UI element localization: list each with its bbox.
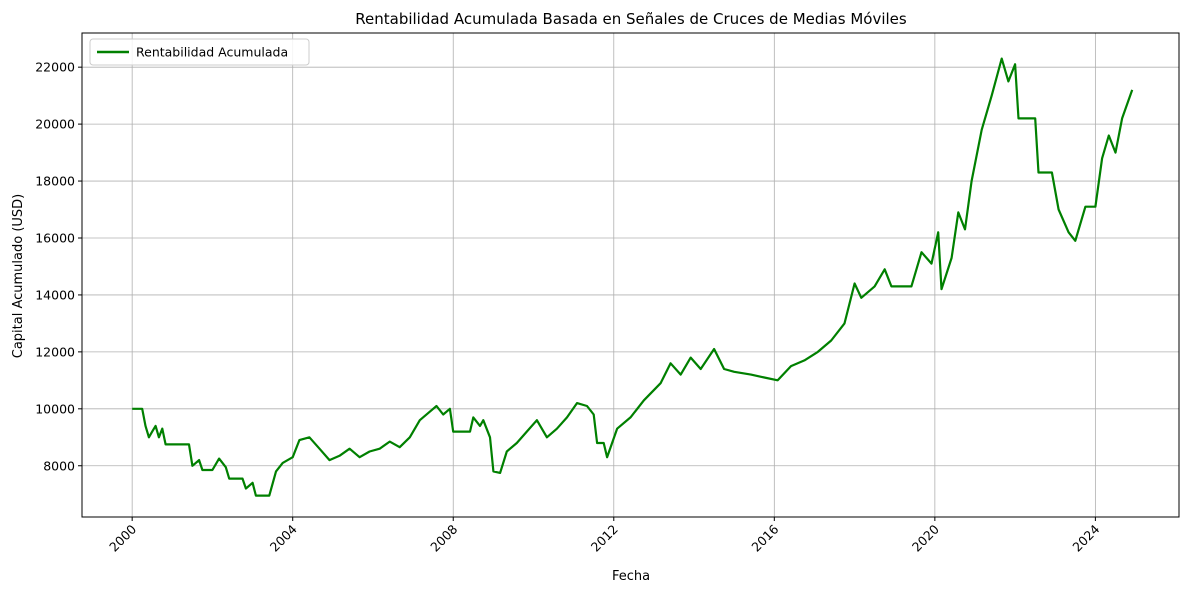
- series-line-0: [132, 57, 1134, 497]
- y-tick-label: 20000: [35, 117, 75, 132]
- y-tick-label: 8000: [43, 458, 75, 473]
- legend: Rentabilidad Acumulada: [89, 38, 310, 66]
- x-tick-label: 2004: [267, 521, 300, 554]
- x-tick-label: 2000: [106, 521, 139, 554]
- y-tick-label: 18000: [35, 174, 75, 189]
- y-tick-label: 12000: [35, 344, 75, 359]
- y-tick-label: 10000: [35, 401, 75, 416]
- legend-box: [89, 38, 310, 66]
- x-tick-label: 2008: [427, 521, 460, 554]
- y-tick-label: 14000: [35, 287, 75, 302]
- x-axis-ticks: 2000 2004 2008 2012 2016 2020 2024: [106, 517, 1103, 555]
- y-axis-label: Capital Acumulado (USD): [11, 194, 26, 359]
- legend-label: Rentabilidad Acumulada: [136, 45, 288, 60]
- plot-area-frame: [81, 32, 1180, 518]
- y-axis-ticks: 8000 10000 12000 14000 16000 18000 20000 22000: [35, 60, 82, 473]
- x-tick-label: 2024: [1069, 521, 1102, 554]
- y-tick-label: 22000: [35, 60, 75, 75]
- chart-title: Rentabilidad Acumulada Basada en Señales…: [355, 10, 907, 28]
- x-axis-label: Fecha: [612, 569, 650, 584]
- x-tick-label: 2020: [909, 521, 942, 554]
- grid: [82, 33, 1179, 517]
- x-tick-label: 2012: [588, 522, 621, 555]
- series-layer: [132, 57, 1134, 497]
- y-tick-label: 16000: [35, 230, 75, 245]
- x-tick-label: 2016: [748, 521, 781, 554]
